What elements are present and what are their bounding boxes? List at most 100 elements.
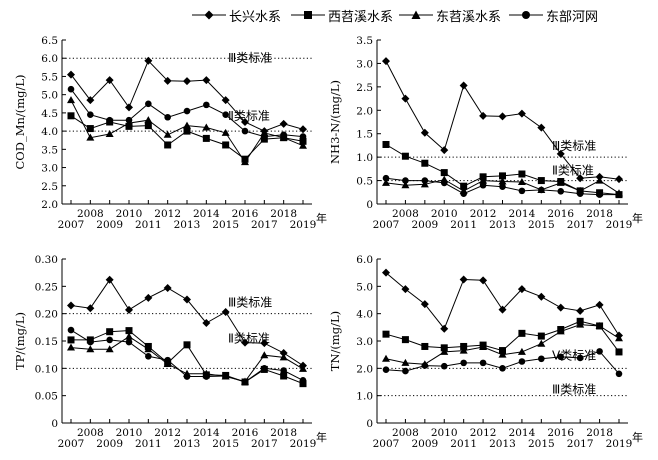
y-tick-label: 6.0 <box>41 53 58 65</box>
x-tick-label: 2015 <box>528 219 555 231</box>
data-point-dongbu <box>222 111 229 119</box>
data-point-dongtiaoxi <box>459 346 468 354</box>
data-point-dongbu <box>261 365 268 372</box>
data-point-dongbu <box>106 116 113 124</box>
y-tick-label: 2.0 <box>356 363 373 375</box>
x-tick-label: 2014 <box>509 208 536 220</box>
data-point-dongbu <box>402 367 409 375</box>
y-tick-label: 3.5 <box>356 35 373 47</box>
data-point-dongbu <box>460 359 467 367</box>
data-point-dongbu <box>518 187 526 195</box>
data-point-dongbu <box>440 179 448 187</box>
data-point-xitiaoxi <box>401 336 409 344</box>
data-point-xitiaoxi <box>67 336 75 344</box>
y-tick-label: 3.0 <box>41 163 58 175</box>
data-point-dongbu <box>440 362 448 370</box>
x-tick-label: 2016 <box>232 208 259 220</box>
x-tick-label: 2017 <box>251 219 278 231</box>
data-point-dongbu <box>125 116 133 124</box>
y-tick-label: 4.5 <box>41 108 58 120</box>
x-tick-label: 2015 <box>212 219 239 231</box>
data-point-dongbu <box>518 358 526 365</box>
data-point-dongtiaoxi <box>299 141 307 149</box>
data-point-dongbu <box>241 127 249 135</box>
triangle-marker-icon <box>399 10 433 19</box>
data-point-xitiaoxi <box>299 137 307 145</box>
y-tick-label: 0.20 <box>35 309 58 321</box>
data-point-changxing <box>576 306 585 315</box>
data-point-dongbu <box>576 354 584 362</box>
data-point-changxing <box>144 293 153 302</box>
data-point-dongbu <box>382 174 390 182</box>
legend-item-dongtiaoxi: 东苕溪水系 <box>399 4 501 26</box>
legend-item-changxing: 长兴水系 <box>192 4 281 26</box>
x-tick-label: 2012 <box>470 427 497 439</box>
data-point-dongtiaoxi <box>105 345 114 353</box>
data-point-xitiaoxi <box>537 332 545 340</box>
y-tick-label: 2.0 <box>356 105 373 117</box>
data-point-changxing <box>202 76 211 85</box>
x-tick-label: 2018 <box>586 208 613 220</box>
data-point-changxing <box>595 300 604 309</box>
x-tick-label: 2011 <box>450 219 477 231</box>
data-point-dongtiaoxi <box>537 339 546 347</box>
data-point-dongtiaoxi <box>401 358 410 366</box>
data-point-changxing <box>420 128 429 137</box>
data-point-changxing <box>67 301 75 310</box>
data-point-dongbu <box>241 378 249 386</box>
data-point-xitiaoxi <box>183 341 191 349</box>
data-point-xitiaoxi <box>280 372 288 380</box>
y-tick-label: 4.0 <box>41 126 58 138</box>
x-tick-label: 2010 <box>431 208 458 220</box>
x-tick-label: 2008 <box>77 208 104 220</box>
data-point-changxing <box>279 349 288 358</box>
data-point-dongtiaoxi <box>125 332 133 340</box>
x-tick-label: 2015 <box>528 438 555 450</box>
data-point-dongtiaoxi <box>479 176 488 184</box>
data-point-dongbu <box>67 85 75 93</box>
data-point-dongtiaoxi <box>144 116 153 124</box>
x-tick-label: 2009 <box>96 219 123 231</box>
data-point-dongtiaoxi <box>67 96 75 104</box>
data-point-changxing <box>105 275 114 284</box>
legend-item-dongbu: 东部河网 <box>509 4 598 26</box>
x-tick-label: 2012 <box>154 208 181 220</box>
y-tick-label: 0 <box>51 418 58 430</box>
data-point-xitiaoxi <box>106 328 114 336</box>
data-point-changxing <box>537 123 546 132</box>
data-point-xitiaoxi <box>615 348 623 356</box>
reference-line-label: Ⅱ类标准 <box>228 331 270 345</box>
y-tick-label: 6.5 <box>41 35 58 47</box>
x-tick-label: 2010 <box>431 427 458 439</box>
data-point-changxing <box>202 318 211 327</box>
x-tick-label: 2013 <box>489 438 516 450</box>
data-point-dongtiaoxi <box>382 354 390 362</box>
data-point-dongtiaoxi <box>279 353 288 361</box>
y-tick-label: 5.5 <box>41 71 58 83</box>
data-point-dongbu <box>499 183 506 190</box>
data-point-dongbu <box>145 353 152 360</box>
y-tick-label: 2.5 <box>356 82 373 94</box>
data-point-changxing <box>279 119 288 128</box>
data-point-xitiaoxi <box>144 122 152 130</box>
x-tick-label: 2011 <box>135 219 162 231</box>
data-point-dongbu <box>87 111 94 119</box>
data-point-xitiaoxi <box>518 170 526 178</box>
data-point-xitiaoxi <box>382 330 390 338</box>
data-point-xitiaoxi <box>125 122 133 130</box>
x-tick-label: 2016 <box>232 427 259 439</box>
data-point-dongbu <box>402 177 409 184</box>
x-tick-label: 2009 <box>96 438 123 450</box>
data-point-dongbu <box>499 365 506 372</box>
data-point-changxing <box>459 81 468 90</box>
data-point-dongtiaoxi <box>299 364 307 372</box>
data-point-dongbu <box>538 355 545 363</box>
y-tick-label: 0.30 <box>35 254 58 266</box>
x-axis-unit-label: 年 <box>632 430 643 444</box>
data-point-xitiaoxi <box>460 342 468 350</box>
data-point-xitiaoxi <box>537 177 545 185</box>
x-tick-label: 2018 <box>270 427 297 439</box>
data-point-dongtiaoxi <box>479 343 488 351</box>
data-point-xitiaoxi <box>421 159 429 167</box>
